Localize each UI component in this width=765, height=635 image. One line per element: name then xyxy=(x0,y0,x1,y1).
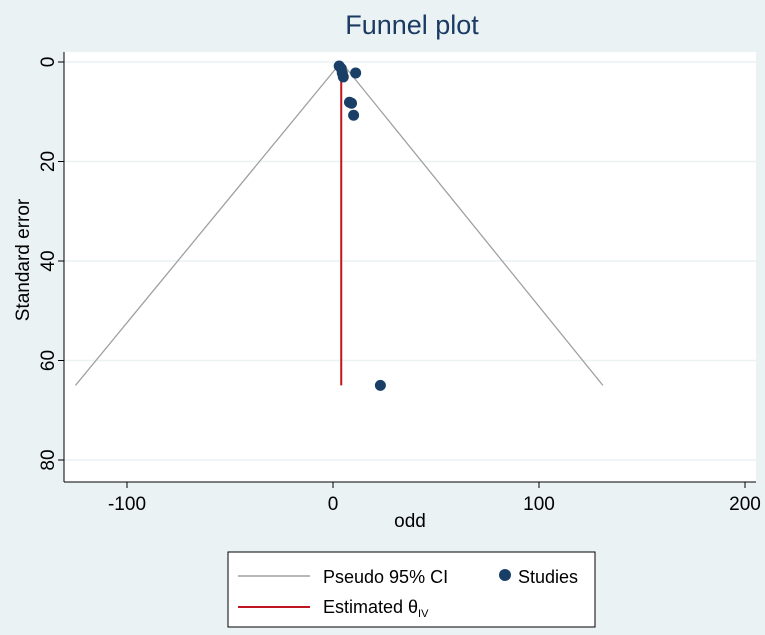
plot-area xyxy=(64,52,756,482)
study-point xyxy=(346,97,358,109)
legend-estimate-label: Estimated θIV xyxy=(323,597,429,620)
ci-line-right xyxy=(340,61,604,386)
study-point xyxy=(348,109,360,121)
x-axis-label: odd xyxy=(394,511,426,532)
x-tick-label: 100 xyxy=(523,494,555,515)
x-tick-label: 0 xyxy=(328,494,339,515)
y-tick-label: 60 xyxy=(38,350,59,371)
x-tick-label: -100 xyxy=(108,494,146,515)
legend-ci-label: Pseudo 95% CI xyxy=(323,567,448,587)
y-tick-label: 0 xyxy=(38,57,59,68)
grid-lines xyxy=(64,61,756,461)
y-tick-label: 40 xyxy=(38,250,59,271)
y-axis-label: Standard error xyxy=(13,198,34,321)
x-axis-ticks: -100 0 100 200 xyxy=(108,482,761,515)
study-point xyxy=(350,67,362,79)
chart-title: Funnel plot xyxy=(345,10,479,40)
legend-studies-label: Studies xyxy=(518,567,578,587)
legend-box xyxy=(227,551,596,628)
y-axis-ticks: 0 20 40 60 80 xyxy=(38,57,64,471)
studies-points xyxy=(333,60,386,391)
x-tick-label: 200 xyxy=(729,494,761,515)
y-tick-label: 80 xyxy=(38,449,59,470)
legend-studies-swatch xyxy=(499,569,511,581)
legend: Pseudo 95% CI Studies Estimated θIV xyxy=(227,551,596,628)
pseudo-ci-lines xyxy=(74,61,604,386)
ci-line-left xyxy=(74,61,342,386)
y-tick-label: 20 xyxy=(38,151,59,172)
study-point xyxy=(374,379,386,391)
study-point xyxy=(337,71,349,83)
